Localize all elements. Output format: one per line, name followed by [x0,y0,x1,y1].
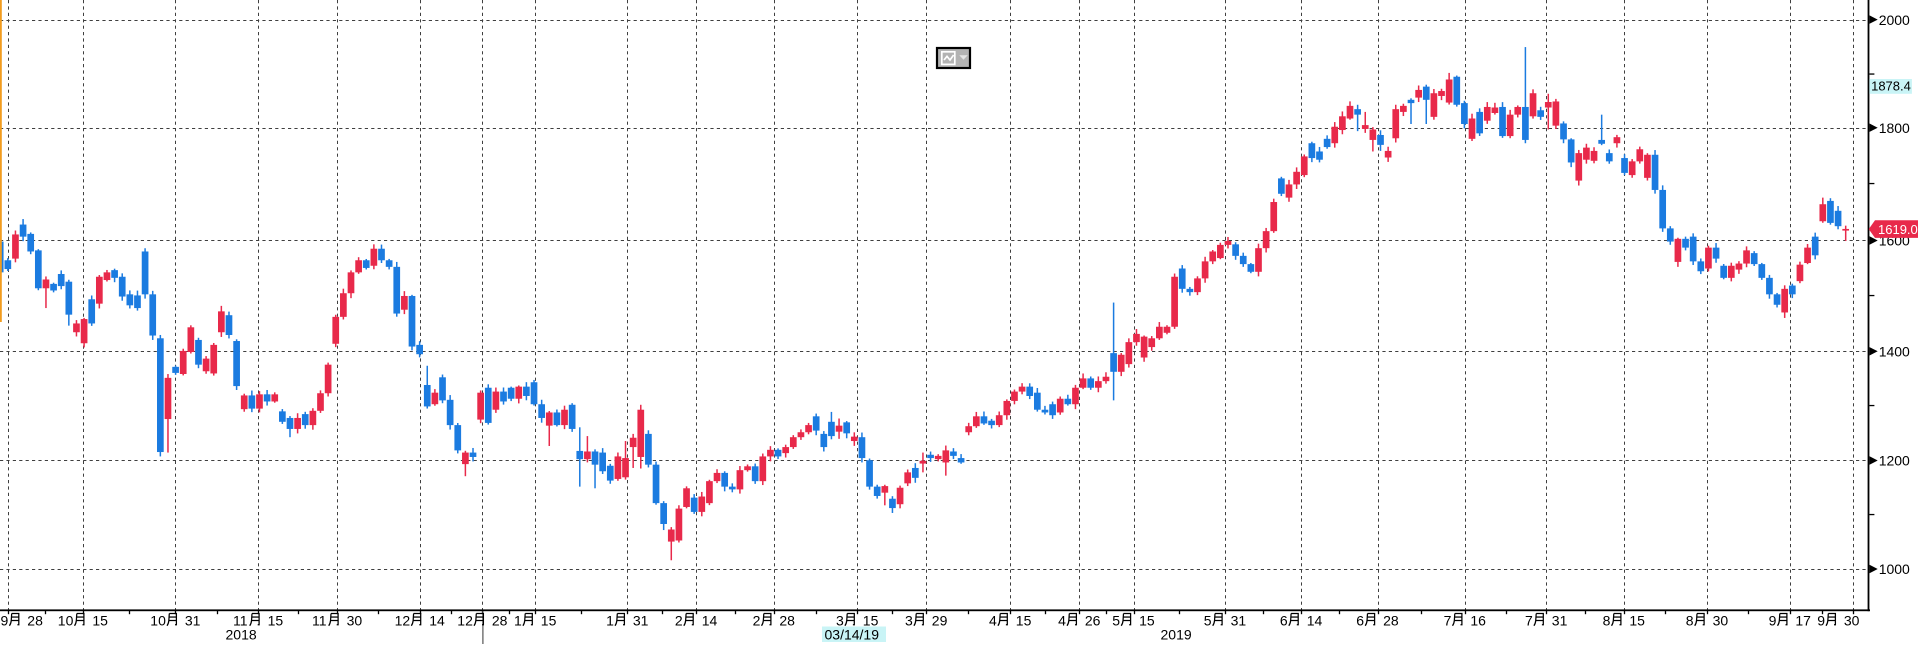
svg-text:9: 9 [1,612,9,628]
svg-text:9: 9 [1769,612,1777,628]
svg-text:8: 8 [1686,612,1694,628]
svg-text:31: 31 [1552,612,1568,628]
svg-text:28: 28 [492,612,508,628]
svg-text:03/14/19: 03/14/19 [825,627,880,643]
svg-text:30: 30 [1713,612,1729,628]
svg-text:2019: 2019 [1161,627,1192,643]
svg-text:31: 31 [1231,612,1247,628]
svg-text:16: 16 [1470,612,1486,628]
svg-text:1: 1 [606,612,614,628]
svg-text:29: 29 [932,612,948,628]
svg-text:7: 7 [1525,612,1533,628]
svg-text:5: 5 [1112,612,1120,628]
svg-text:1400: 1400 [1879,344,1910,360]
svg-text:1000: 1000 [1879,561,1910,577]
svg-text:6: 6 [1280,612,1288,628]
svg-text:30: 30 [1844,612,1860,628]
svg-text:14: 14 [702,612,718,628]
svg-text:12: 12 [395,612,411,628]
svg-text:12: 12 [457,612,473,628]
svg-text:15: 15 [541,612,557,628]
svg-text:9: 9 [1817,612,1825,628]
svg-text:14: 14 [429,612,445,628]
svg-text:10: 10 [150,612,166,628]
svg-text:1200: 1200 [1879,453,1910,469]
svg-text:15: 15 [1016,612,1032,628]
svg-text:15: 15 [268,612,284,628]
svg-text:15: 15 [863,612,879,628]
svg-text:1: 1 [514,612,522,628]
svg-text:17: 17 [1795,612,1811,628]
svg-text:31: 31 [633,612,649,628]
svg-text:7: 7 [1444,612,1452,628]
svg-text:10: 10 [58,612,74,628]
svg-text:11: 11 [312,612,327,628]
svg-text:28: 28 [27,612,43,628]
svg-text:2000: 2000 [1879,12,1910,28]
svg-text:2018: 2018 [226,627,257,643]
svg-text:15: 15 [1629,612,1645,628]
svg-text:6: 6 [1356,612,1364,628]
svg-text:3: 3 [836,612,844,628]
svg-text:15: 15 [92,612,108,628]
svg-text:3: 3 [905,612,913,628]
svg-text:15: 15 [1139,612,1155,628]
svg-text:30: 30 [347,612,363,628]
svg-text:2: 2 [675,612,683,628]
svg-text:1878.4: 1878.4 [1871,79,1911,94]
svg-text:8: 8 [1603,612,1611,628]
svg-text:1800: 1800 [1879,120,1910,136]
svg-text:1619.0: 1619.0 [1878,222,1918,237]
svg-text:31: 31 [185,612,201,628]
svg-text:26: 26 [1085,612,1101,628]
svg-text:14: 14 [1307,612,1323,628]
svg-text:4: 4 [1058,612,1066,628]
svg-text:11: 11 [233,612,248,628]
svg-text:5: 5 [1204,612,1212,628]
svg-text:4: 4 [989,612,997,628]
svg-text:28: 28 [1383,612,1399,628]
svg-text:28: 28 [779,612,795,628]
svg-text:2: 2 [753,612,761,628]
